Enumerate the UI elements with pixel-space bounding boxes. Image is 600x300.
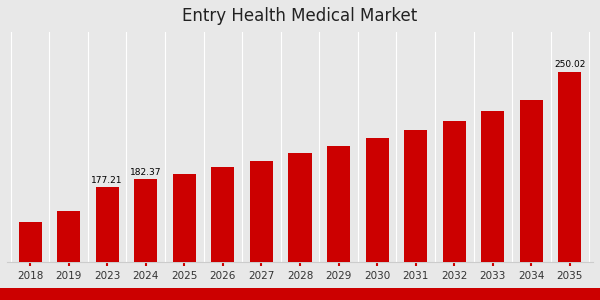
Bar — [443, 121, 466, 300]
Bar — [134, 179, 157, 300]
Bar — [57, 211, 80, 300]
Bar — [481, 111, 505, 300]
Text: 182.37: 182.37 — [130, 168, 161, 177]
Text: 250.02: 250.02 — [554, 60, 586, 69]
Bar — [211, 167, 235, 300]
Bar — [404, 130, 427, 300]
Bar — [250, 160, 273, 300]
Text: 177.21: 177.21 — [91, 176, 123, 185]
Bar — [173, 174, 196, 300]
Title: Entry Health Medical Market: Entry Health Medical Market — [182, 7, 418, 25]
Bar — [327, 146, 350, 300]
Bar — [289, 153, 311, 300]
Bar — [19, 222, 41, 300]
Bar — [365, 138, 389, 300]
Bar — [559, 72, 581, 300]
Bar — [520, 100, 543, 300]
Bar — [95, 187, 119, 300]
